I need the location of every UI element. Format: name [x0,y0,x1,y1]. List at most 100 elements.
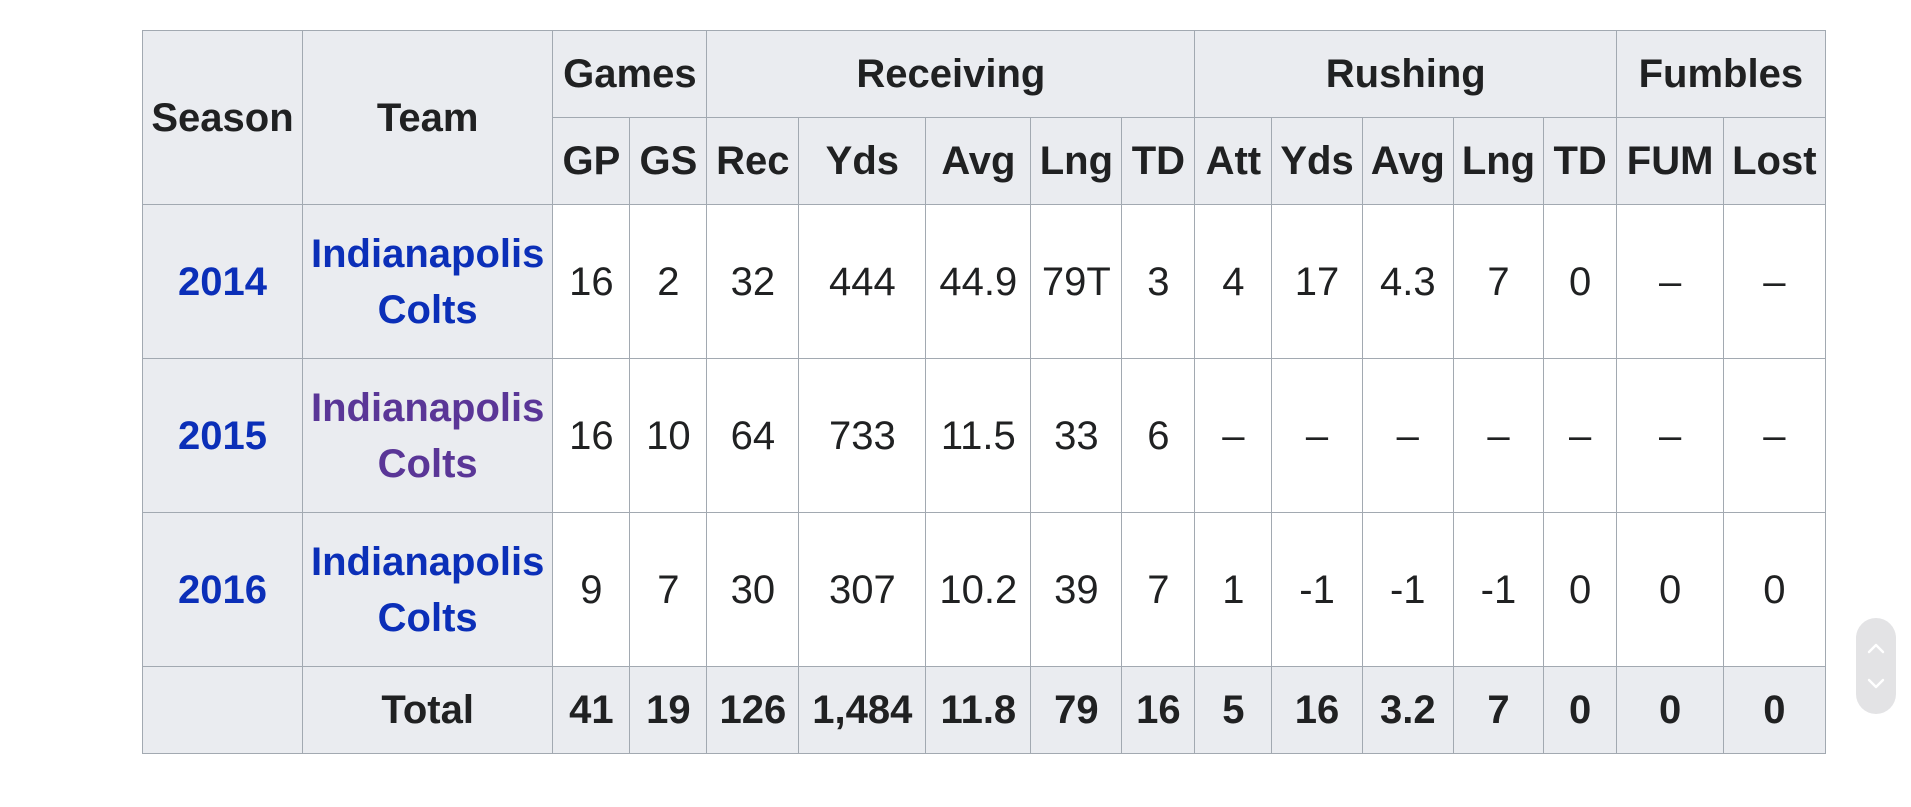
stat-cell: 4 [1194,204,1273,359]
team-link-line2: Colts [377,441,478,486]
scroll-up-button[interactable] [1856,631,1896,665]
stat-cell: 10 [629,358,708,513]
header-receiving-avg: Avg [925,117,1032,205]
season-cell: 2015 [142,358,303,513]
table-row: 2016 Indianapolis Colts 9 7 30 307 10.2 3… [142,512,1826,667]
stat-cell: 0 [1723,512,1826,667]
header-fumbles-lost: Lost [1723,117,1826,205]
total-cell: 3.2 [1361,666,1454,754]
header-receiving-td: TD [1121,117,1196,205]
stat-cell: 0 [1543,512,1618,667]
total-cell: 0 [1543,666,1618,754]
table-row: 2015 Indianapolis Colts 16 10 64 733 11.5… [142,358,1826,513]
chevron-up-icon [1867,643,1885,654]
season-link[interactable]: 2015 [178,413,267,458]
stat-cell: 39 [1030,512,1123,667]
header-games-gp: GP [552,117,631,205]
team-link[interactable]: Indianapolis Colts [311,386,544,486]
stat-cell: – [1194,358,1273,513]
career-stats-table: Season Team Games Receiving Rushing Fumb… [142,30,1826,754]
total-cell: 11.8 [925,666,1032,754]
stat-cell: 9 [552,512,631,667]
stat-cell: 0 [1616,512,1725,667]
stat-cell: 16 [552,358,631,513]
team-link-line2: Colts [377,287,478,332]
total-cell: 16 [1271,666,1363,754]
team-link[interactable]: Indianapolis Colts [311,232,544,332]
team-link[interactable]: Indianapolis Colts [311,540,544,640]
header-rushing-td: TD [1543,117,1618,205]
table-row: 2014 Indianapolis Colts 16 2 32 444 44.9 … [142,204,1826,359]
total-label: Total [301,666,554,754]
header-group-row: Season Team Games Receiving Rushing Fumb… [142,30,1826,205]
chevron-down-icon [1867,678,1885,689]
header-team: Team [301,30,554,205]
stat-cell: 7 [629,512,708,667]
season-cell: 2016 [142,512,303,667]
stat-cell: 11.5 [925,358,1032,513]
header-group-rushing: Rushing [1194,30,1618,118]
total-cell: 19 [629,666,708,754]
stat-cell: 64 [706,358,800,513]
stat-cell: – [1361,358,1454,513]
header-rushing-yds: Yds [1271,117,1363,205]
stat-cell: -1 [1452,512,1545,667]
team-link-line1: Indianapolis [311,231,545,276]
stat-cell: 2 [629,204,708,359]
stat-cell: -1 [1271,512,1363,667]
header-season: Season [142,30,303,205]
total-cell: 16 [1121,666,1196,754]
total-cell: 1,484 [798,666,927,754]
header-games-gs: GS [629,117,708,205]
header-rushing-lng: Lng [1452,117,1545,205]
total-cell: 0 [1616,666,1725,754]
total-cell: 7 [1452,666,1545,754]
header-receiving-yds: Yds [798,117,927,205]
team-cell: Indianapolis Colts [301,512,554,667]
stat-cell: – [1452,358,1545,513]
stat-cell: 1 [1194,512,1273,667]
total-cell: 0 [1723,666,1826,754]
header-fumbles-fum: FUM [1616,117,1725,205]
header-receiving-rec: Rec [706,117,800,205]
stat-cell: 32 [706,204,800,359]
stat-cell: 17 [1271,204,1363,359]
stat-cell: 6 [1121,358,1196,513]
header-rushing-att: Att [1194,117,1273,205]
stat-cell: 30 [706,512,800,667]
total-cell: 79 [1030,666,1123,754]
stat-cell: 10.2 [925,512,1032,667]
stat-cell: -1 [1361,512,1454,667]
stat-cell: 0 [1543,204,1618,359]
stat-cell: 79T [1030,204,1123,359]
team-cell: Indianapolis Colts [301,204,554,359]
stat-cell: – [1723,358,1826,513]
stat-cell: 307 [798,512,927,667]
scroll-widget [1856,618,1896,714]
total-season-cell [142,666,303,754]
team-link-line2: Colts [377,595,478,640]
team-cell: Indianapolis Colts [301,358,554,513]
total-cell: 41 [552,666,631,754]
stat-cell: 3 [1121,204,1196,359]
total-row: Total 41 19 126 1,484 11.8 79 16 5 16 3.… [142,666,1826,754]
stat-cell: – [1723,204,1826,359]
season-link[interactable]: 2014 [178,259,267,304]
stat-cell: 16 [552,204,631,359]
header-group-fumbles: Fumbles [1616,30,1826,118]
team-link-line1: Indianapolis [311,539,545,584]
stat-cell: – [1543,358,1618,513]
stat-cell: – [1616,204,1725,359]
team-link-line1: Indianapolis [311,385,545,430]
season-link[interactable]: 2016 [178,567,267,612]
stat-cell: 444 [798,204,927,359]
stat-cell: – [1616,358,1725,513]
scroll-down-button[interactable] [1856,667,1896,701]
total-cell: 126 [706,666,800,754]
stat-cell: – [1271,358,1363,513]
header-rushing-avg: Avg [1361,117,1454,205]
stat-cell: 7 [1452,204,1545,359]
header-group-games: Games [552,30,708,118]
stat-cell: 4.3 [1361,204,1454,359]
